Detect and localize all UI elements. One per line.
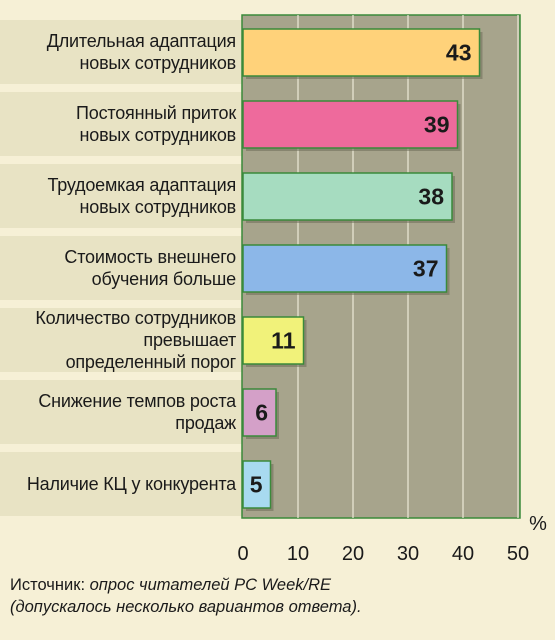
value-label: 38 <box>418 184 444 210</box>
row-band <box>0 92 242 156</box>
tick-label: 10 <box>287 543 309 565</box>
row-band <box>0 20 242 84</box>
row-band <box>0 236 242 300</box>
tick-label: 20 <box>342 543 364 565</box>
bar <box>242 28 481 77</box>
bar <box>242 100 459 149</box>
source-prefix: Источник: <box>10 576 86 594</box>
category-label: Постоянный приток новых сотрудников <box>76 103 236 145</box>
category-label: Трудоемкая адаптация новых сотрудников <box>47 175 236 217</box>
value-label: 39 <box>424 112 450 138</box>
source-text: опрос читателей PC Week/RE (допускалось … <box>10 576 362 616</box>
unit-label: % <box>529 513 547 535</box>
bar <box>242 460 272 509</box>
source-note: Источник: опрос читателей PC Week/RE (до… <box>10 574 550 618</box>
value-labels: 43 39 38 37 11 6 5 <box>250 40 472 498</box>
row-band <box>0 452 242 516</box>
row-bands <box>0 20 242 516</box>
value-label: 43 <box>446 40 472 66</box>
category-label: Количество сотрудников превышает определ… <box>35 308 236 372</box>
bar <box>242 244 448 293</box>
row-band <box>0 308 242 372</box>
category-label: Стоимость внешнего обучения больше <box>64 247 236 289</box>
bar <box>242 316 305 365</box>
value-label: 6 <box>255 400 268 426</box>
bar-chart: 43 39 38 37 11 6 5 0 10 20 30 40 50 % <box>0 14 547 565</box>
bar <box>242 172 453 221</box>
value-label: 5 <box>250 472 263 498</box>
tick-label: 40 <box>452 543 474 565</box>
tick-label: 30 <box>397 543 419 565</box>
category-label: Наличие КЦ у конкурента <box>26 474 236 494</box>
row-band <box>0 380 242 444</box>
value-label: 11 <box>271 328 296 354</box>
bar <box>242 388 277 437</box>
category-label: Длительная адаптация новых сотрудников <box>46 31 236 73</box>
x-tick-labels: 0 10 20 30 40 50 <box>237 543 529 565</box>
tick-label: 50 <box>507 543 529 565</box>
value-label: 37 <box>413 256 439 282</box>
tick-label: 0 <box>237 543 248 565</box>
row-band <box>0 164 242 228</box>
category-label: Снижение темпов роста продаж <box>38 391 236 433</box>
bars <box>242 28 483 511</box>
